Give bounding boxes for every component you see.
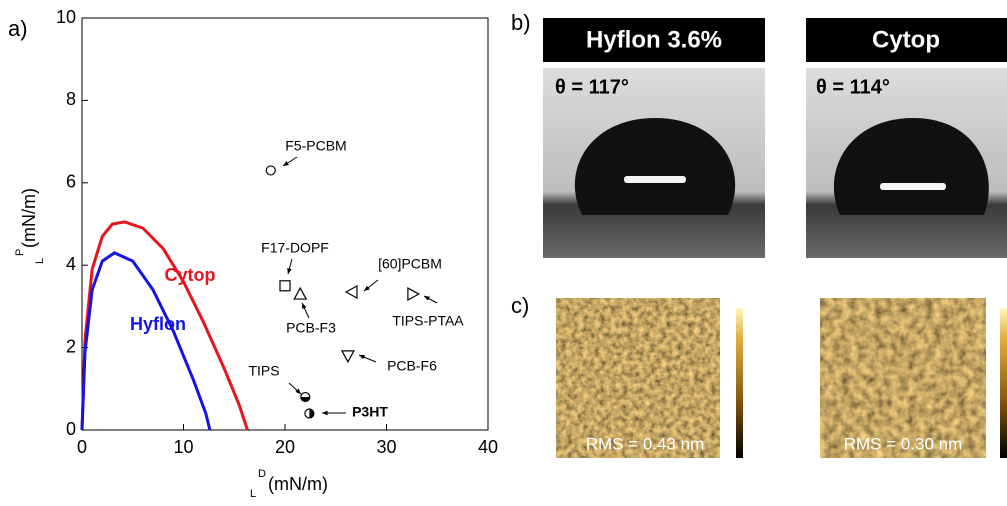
panel-label: c) <box>511 293 529 318</box>
point-label: F5-PCBM <box>285 138 346 154</box>
y-axis-label: (mN/m) <box>19 188 39 248</box>
y-tick-label: 0 <box>66 419 76 439</box>
y-axis-label-sup: P <box>14 249 26 256</box>
y-tick-label: 4 <box>66 254 76 274</box>
point <box>266 166 275 175</box>
panel-label: a) <box>8 16 28 41</box>
x-axis-label-sup: D <box>258 468 266 480</box>
point-label: TIPS-PTAA <box>392 313 464 329</box>
point-label: P3HT <box>352 404 388 420</box>
arrow-head <box>283 161 289 166</box>
reflection <box>624 176 686 183</box>
point-label: [60]PCBM <box>378 256 442 272</box>
arrow-head <box>359 355 365 359</box>
point <box>408 288 419 300</box>
y-tick-label: 10 <box>56 7 76 27</box>
y-tick-label: 8 <box>66 89 76 109</box>
contact-angle: θ = 114° <box>816 76 890 98</box>
rms-label: RMS = 0.43 nm <box>586 434 705 453</box>
x-tick-label: 30 <box>376 437 396 457</box>
x-tick-label: 20 <box>275 437 295 457</box>
point <box>346 286 357 298</box>
point <box>294 288 306 299</box>
colorbar <box>736 308 743 458</box>
x-tick-label: 40 <box>478 437 498 457</box>
rms-label: RMS = 0.30 nm <box>844 434 963 453</box>
point <box>342 351 354 362</box>
reflection <box>880 183 946 190</box>
panel-label: b) <box>511 10 531 35</box>
point-label: TIPS <box>248 363 279 379</box>
point <box>280 281 290 291</box>
arrow-head <box>322 411 328 416</box>
y-tick-label: 6 <box>66 172 76 192</box>
x-tick-label: 0 <box>77 437 87 457</box>
contact-angle: θ = 117° <box>555 76 629 98</box>
x-axis-label-sub: L <box>250 488 256 500</box>
colorbar <box>1000 308 1007 458</box>
curve-label: Cytop <box>165 265 216 285</box>
x-axis-label: (mN/m) <box>268 474 328 494</box>
y-axis-label-sub: L <box>34 258 46 264</box>
point-label: F17-DOPF <box>261 240 329 256</box>
x-tick-label: 10 <box>173 437 193 457</box>
panel-title: Hyflon 3.6% <box>586 26 722 53</box>
panel-title: Cytop <box>872 26 940 53</box>
point-label: PCB-F3 <box>286 320 336 336</box>
curve-label: Hyflon <box>130 314 186 334</box>
y-tick-label: 2 <box>66 336 76 356</box>
point-label: PCB-F6 <box>387 358 437 374</box>
figure: a) b) c) Hyflon 3.6% Cytop θ = 117° θ = … <box>0 0 1007 501</box>
